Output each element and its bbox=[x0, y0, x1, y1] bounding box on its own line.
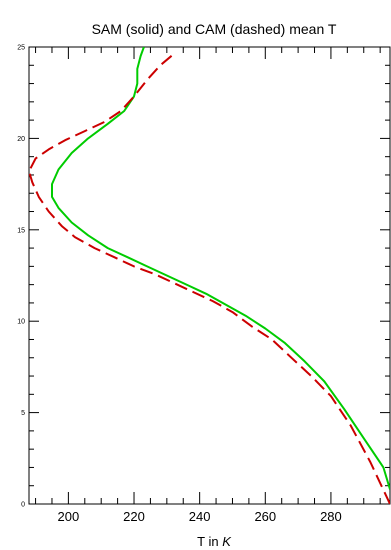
y-tick-label: 20 bbox=[17, 136, 25, 143]
y-tick-label: 5 bbox=[21, 410, 25, 417]
y-tick-label: 10 bbox=[17, 319, 25, 326]
series-layer bbox=[29, 47, 390, 504]
x-axis-label-unit: K bbox=[222, 534, 232, 549]
cam-dashed-line bbox=[29, 53, 390, 504]
x-tick-label: 200 bbox=[58, 509, 80, 524]
ticks-layer bbox=[29, 46, 390, 505]
x-tick-label: 280 bbox=[320, 509, 342, 524]
x-tick-label: 260 bbox=[254, 509, 276, 524]
sam-solid-line bbox=[51, 47, 390, 490]
x-tick-label: 220 bbox=[123, 509, 145, 524]
x-axis-label-prefix: T in bbox=[197, 534, 222, 549]
x-axis-label: T in K bbox=[197, 534, 232, 549]
labels-layer: 200 220 240 260 280 0 5 10 15 20 25 bbox=[17, 45, 342, 525]
x-tick-label: 240 bbox=[189, 509, 211, 524]
y-tick-label: 0 bbox=[21, 502, 25, 509]
y-tick-label: 15 bbox=[17, 227, 25, 234]
y-tick-label: 25 bbox=[17, 45, 25, 52]
plot-frame bbox=[28, 46, 391, 505]
chart-title: SAM (solid) and CAM (dashed) mean T bbox=[92, 21, 337, 37]
